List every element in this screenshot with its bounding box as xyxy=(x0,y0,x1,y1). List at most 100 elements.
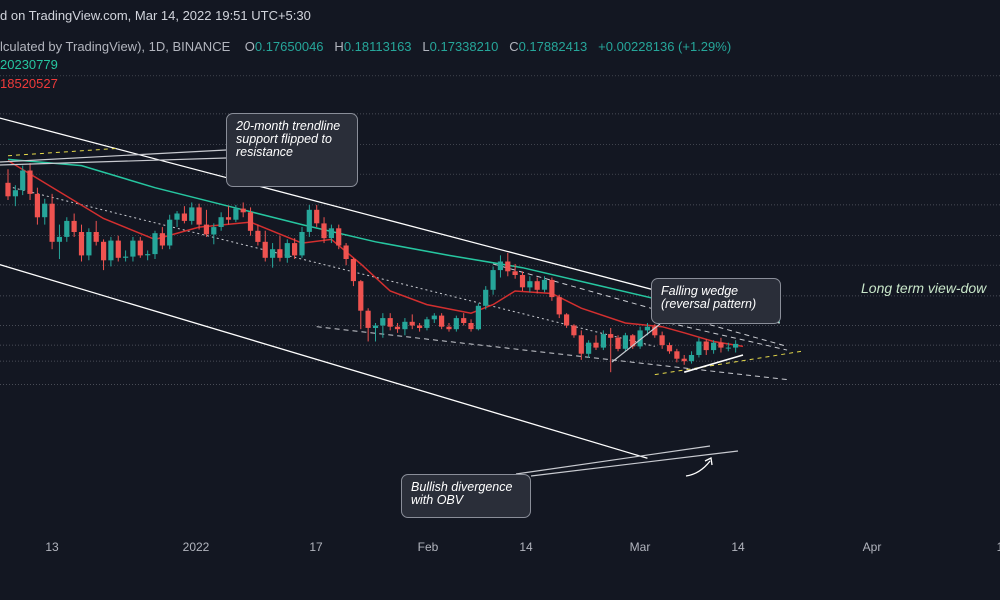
candle-body-15 xyxy=(115,240,121,258)
candle-10 xyxy=(78,224,85,262)
candle-body-48 xyxy=(358,281,364,311)
candle-body-6 xyxy=(49,203,55,242)
candle-body-22 xyxy=(167,219,173,246)
candle-75 xyxy=(556,294,562,319)
candle-70 xyxy=(519,271,526,292)
candle-body-33 xyxy=(247,212,254,231)
ema-fast-value: 18520527 xyxy=(0,76,58,91)
candle-27 xyxy=(203,209,209,237)
candle-24 xyxy=(181,206,187,224)
candle-81 xyxy=(600,330,606,351)
candle-body-12 xyxy=(93,232,99,242)
candle-body-4 xyxy=(34,193,40,218)
candle-body-84 xyxy=(622,335,628,349)
candle-body-19 xyxy=(145,254,151,256)
candle-body-31 xyxy=(233,208,239,220)
candle-92 xyxy=(681,354,687,365)
candle-42 xyxy=(314,204,320,228)
candle-98 xyxy=(725,342,731,352)
candle-body-1 xyxy=(12,190,18,197)
candle-31 xyxy=(233,204,239,223)
candle-body-25 xyxy=(189,207,195,221)
candle-body-79 xyxy=(586,342,592,354)
low-label: L xyxy=(422,39,430,54)
candle-body-97 xyxy=(718,342,724,348)
symbol-label: lculated by TradingView), 1D, BINANCE xyxy=(0,39,231,54)
x-tick-label-4: 14 xyxy=(519,540,533,554)
candle-57 xyxy=(424,316,430,331)
candle-body-27 xyxy=(203,224,209,235)
candle-body-93 xyxy=(688,355,695,362)
candle-30 xyxy=(225,206,232,225)
candle-22 xyxy=(167,214,173,250)
candle-1 xyxy=(12,185,18,207)
candle-29 xyxy=(218,212,224,231)
divergence-callout-pointer xyxy=(530,450,739,477)
candle-2 xyxy=(20,165,26,196)
chart-header: d on TradingView.com, Mar 14, 2022 19:51… xyxy=(0,0,1000,91)
candle-body-38 xyxy=(284,243,290,258)
candle-25 xyxy=(189,202,195,225)
candle-19 xyxy=(145,250,151,261)
candle-body-73 xyxy=(541,279,548,290)
candle-body-83 xyxy=(615,337,621,349)
candle-body-88 xyxy=(652,326,658,336)
candle-body-10 xyxy=(78,232,85,256)
close-label: C xyxy=(509,39,519,54)
candle-67 xyxy=(497,255,503,278)
candle-body-69 xyxy=(512,271,518,275)
candle-body-57 xyxy=(424,319,430,328)
candle-body-87 xyxy=(644,326,650,331)
candle-61 xyxy=(453,315,459,332)
candle-body-78 xyxy=(578,335,584,354)
candle-body-40 xyxy=(299,232,305,256)
candle-18 xyxy=(137,236,143,258)
ema-slow-value: 20230779 xyxy=(0,57,58,72)
candle-39 xyxy=(292,238,298,260)
candle-body-20 xyxy=(152,233,158,255)
candle-14 xyxy=(108,236,114,267)
publisher-credit: d on TradingView.com, Mar 14, 2022 19:51… xyxy=(0,8,311,23)
wedge-upper-line xyxy=(492,263,788,347)
candle-20 xyxy=(152,230,158,260)
candle-12 xyxy=(93,220,99,246)
candle-38 xyxy=(284,239,290,263)
candle-63 xyxy=(468,319,474,332)
candle-body-45 xyxy=(336,228,342,246)
candle-41 xyxy=(306,204,312,237)
candle-body-95 xyxy=(703,341,709,351)
candle-96 xyxy=(711,340,717,354)
candle-86 xyxy=(637,326,643,349)
change-value: +0.00228136 (+1.29%) xyxy=(598,39,732,54)
candle-body-36 xyxy=(270,249,276,258)
x-tick-label-6: 14 xyxy=(731,540,745,554)
candle-body-80 xyxy=(593,342,599,348)
candle-body-77 xyxy=(571,325,577,336)
candle-58 xyxy=(431,313,437,323)
candle-body-94 xyxy=(696,341,702,355)
candle-55 xyxy=(409,314,415,330)
candle-44 xyxy=(328,224,334,244)
candle-94 xyxy=(696,337,702,358)
candle-body-41 xyxy=(306,209,312,232)
candle-68 xyxy=(505,252,511,277)
candle-body-96 xyxy=(711,342,717,351)
candle-37 xyxy=(277,235,283,262)
candle-11 xyxy=(86,228,92,261)
x-tick-label-7: Apr xyxy=(862,540,882,554)
candle-0 xyxy=(5,169,11,200)
candle-body-35 xyxy=(262,241,268,258)
candle-body-68 xyxy=(505,261,511,272)
candle-51 xyxy=(380,313,386,338)
candle-89 xyxy=(659,331,665,349)
candle-body-64 xyxy=(475,305,481,330)
candle-33 xyxy=(247,207,254,236)
candle-body-86 xyxy=(637,330,643,347)
candle-88 xyxy=(652,324,658,338)
trendline-callout: 20-month trendline support flipped to re… xyxy=(226,113,358,187)
candle-64 xyxy=(475,303,481,331)
candle-5 xyxy=(42,198,48,225)
candle-13 xyxy=(101,239,107,271)
candle-78 xyxy=(578,330,584,360)
